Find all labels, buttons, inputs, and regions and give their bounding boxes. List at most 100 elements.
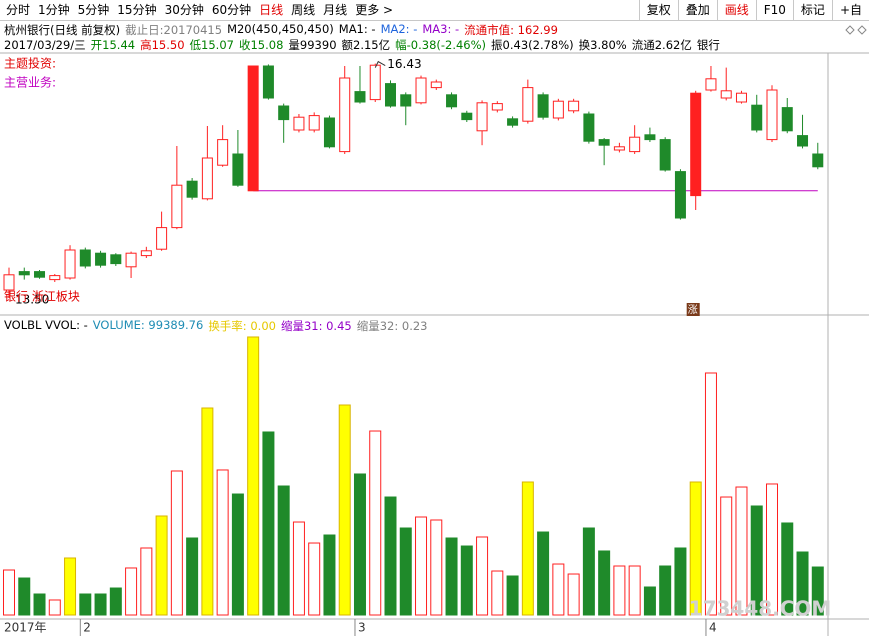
volume-bar	[186, 537, 199, 616]
info-item: 换3.80%	[578, 38, 627, 52]
tool-button[interactable]: +自	[831, 0, 869, 20]
volume-bar	[64, 557, 77, 616]
period-tab[interactable]: 周线	[291, 3, 316, 17]
info-item: 流通2.62亿	[631, 38, 692, 52]
period-tab[interactable]: 更多 >	[355, 3, 394, 17]
volume-bar	[567, 573, 580, 616]
candle-body	[64, 249, 76, 279]
candle-body	[262, 65, 274, 99]
candle-body	[491, 103, 503, 111]
candle-body	[232, 153, 244, 186]
volume-bar	[216, 469, 229, 616]
info-item: 开15.44	[90, 38, 136, 52]
candle-body	[18, 271, 30, 276]
volume-bar	[781, 522, 794, 616]
candle-body	[217, 139, 229, 166]
period-tab[interactable]: 5分钟	[77, 3, 110, 17]
period-tab[interactable]: 分时	[6, 3, 31, 17]
candle-body	[186, 180, 198, 198]
volume-bar	[369, 430, 382, 616]
period-tab[interactable]: 月线	[323, 3, 348, 17]
tool-buttons: 复权 叠加 画线 F10 标记 +自	[638, 0, 869, 20]
volume-bar	[247, 336, 260, 616]
volume-bar	[689, 481, 702, 616]
x-tick-label: 2	[83, 621, 91, 635]
info-item: 2017/03/29/三	[4, 38, 86, 52]
volume-bar	[460, 545, 473, 616]
info-item: 收15.08	[238, 38, 284, 52]
candle-body	[323, 117, 335, 148]
tool-button[interactable]: 标记	[792, 0, 832, 20]
volume-bar	[628, 565, 641, 616]
period-tab[interactable]: 日线	[259, 3, 284, 17]
info-item: 截止日:20170415	[125, 23, 223, 37]
candle-body	[293, 116, 305, 131]
tool-button[interactable]: 复权	[638, 0, 678, 20]
sector-label: 银行 浙江板块	[4, 290, 80, 304]
volume-bar	[140, 547, 153, 616]
candle-body	[247, 65, 259, 192]
candle-body	[79, 249, 91, 267]
candle-body	[446, 94, 458, 108]
volume-bar	[399, 527, 412, 616]
x-tick-label: 2017年	[4, 621, 47, 635]
info-item: 幅-0.38(-2.46%)	[395, 38, 487, 52]
candle-body	[339, 77, 351, 153]
volume-bar	[445, 537, 458, 616]
candle-body	[140, 250, 152, 257]
x-tick-label: 3	[358, 621, 366, 635]
candle-body	[812, 153, 824, 168]
candle-body	[278, 105, 290, 121]
candle-body	[34, 271, 46, 278]
info-item: 额2.15亿	[341, 38, 391, 52]
volume-bar	[552, 563, 565, 616]
volume-bar	[79, 593, 92, 616]
period-tab[interactable]: 1分钟	[38, 3, 70, 17]
topic-label: 主题投资:	[4, 56, 56, 71]
info-item: 流通市值: 162.99	[464, 23, 558, 37]
candle-body	[415, 77, 427, 104]
volume-bar	[125, 567, 138, 616]
tool-button[interactable]: 画线	[716, 0, 756, 20]
candle-body	[110, 254, 122, 265]
volume-bar	[94, 593, 107, 616]
volume-bar	[48, 599, 61, 616]
volume-bar	[491, 570, 504, 616]
tool-button[interactable]: 叠加	[677, 0, 717, 20]
candle-body	[674, 171, 686, 219]
volume-bar	[598, 550, 611, 616]
legend-item: VOLBL VVOL: -	[4, 318, 88, 332]
period-tab[interactable]: 30分钟	[164, 3, 204, 17]
volume-bar	[643, 586, 656, 616]
candle-body	[705, 78, 717, 91]
candle-body	[461, 112, 473, 121]
candle-body	[552, 100, 564, 119]
info-item: 低15.07	[189, 38, 234, 52]
candle-body	[598, 139, 610, 146]
candle-body	[568, 100, 580, 112]
volume-bar	[537, 531, 550, 616]
marker-label: 涨	[688, 304, 698, 316]
volume-bar	[338, 404, 351, 616]
period-tab[interactable]: 15分钟	[117, 3, 157, 17]
period-tab[interactable]: 60分钟	[211, 3, 252, 17]
volume-bar	[750, 505, 763, 616]
info-item: M20(450,450,450)	[227, 22, 334, 36]
info-item: 振0.43(2.78%)	[491, 38, 574, 52]
candle-body	[3, 274, 15, 291]
leader-line	[374, 60, 386, 68]
candle-body	[583, 113, 595, 142]
marker-box	[686, 303, 700, 316]
tool-button[interactable]: F10	[755, 0, 793, 20]
toolbar: 分时 1分钟 5分钟 15分钟 30分钟 60分钟 日线 周线 月线 更多 > 复权 叠加 画线 F10…	[0, 0, 869, 21]
icon	[857, 25, 867, 35]
candle-body	[613, 146, 625, 151]
candle-body	[659, 139, 671, 171]
info-line: 2017/03/29/三 开15.44 高15.50 低15.07 收15.08 量993…	[4, 37, 720, 53]
candle-body	[354, 91, 366, 103]
info-item: MA3: -	[422, 22, 460, 36]
candle-body	[156, 227, 168, 250]
info-line: 杭州银行(日线 前复权) 截止日:20170415 M20(450,450,450)…	[4, 22, 558, 38]
